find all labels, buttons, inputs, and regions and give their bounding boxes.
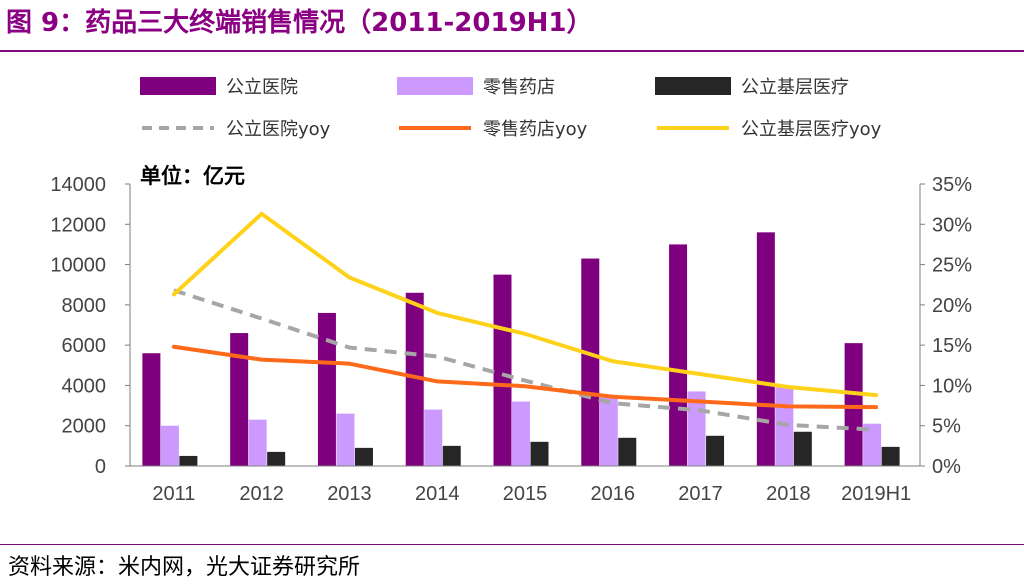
bar-2 bbox=[160, 425, 179, 466]
right-tick-label: 10% bbox=[932, 375, 972, 397]
bar-3 bbox=[267, 451, 286, 466]
bar-1 bbox=[405, 292, 424, 466]
bar-1 bbox=[317, 312, 336, 466]
bars bbox=[142, 232, 900, 466]
bar-2 bbox=[512, 401, 530, 466]
line-series-2 bbox=[171, 344, 879, 410]
bar-1 bbox=[142, 353, 161, 466]
legend-label: 公立医院 bbox=[226, 77, 298, 98]
legend-swatch bbox=[397, 77, 473, 95]
left-tick-label: 4000 bbox=[62, 375, 107, 397]
legend-swatch bbox=[655, 77, 731, 95]
left-tick-label: 12000 bbox=[50, 214, 106, 236]
bar-1 bbox=[844, 343, 863, 466]
left-tick-label: 10000 bbox=[50, 255, 106, 277]
line-series-3 bbox=[171, 211, 879, 398]
bar-2 bbox=[424, 409, 443, 466]
right-tick-label: 30% bbox=[932, 214, 972, 236]
bar-3 bbox=[881, 446, 900, 466]
left-tick-label: 14000 bbox=[50, 174, 106, 196]
source-divider bbox=[0, 544, 1024, 545]
bar-1 bbox=[581, 258, 600, 466]
source-note: 资料来源：米内网，光大证券研究所 bbox=[8, 549, 360, 581]
x-tick-label: 2017 bbox=[678, 483, 723, 505]
bar-1 bbox=[493, 274, 512, 466]
bar-3 bbox=[354, 447, 373, 466]
x-tick-label: 2018 bbox=[766, 483, 811, 505]
legend-swatch bbox=[140, 77, 216, 95]
bar-3 bbox=[706, 435, 725, 466]
legend-label: 公立基层医疗 bbox=[741, 77, 849, 98]
title-divider bbox=[0, 50, 1024, 52]
unit-label: 单位：亿元 bbox=[140, 164, 245, 188]
figure-label: 图 9： bbox=[6, 8, 86, 38]
legend-label: 零售药店 bbox=[483, 77, 555, 98]
right-tick-label: 15% bbox=[932, 335, 972, 357]
left-tick-label: 2000 bbox=[62, 416, 107, 438]
legend-label: 零售药店yoy bbox=[483, 119, 588, 140]
bar-3 bbox=[442, 445, 461, 466]
x-tick-label: 2013 bbox=[327, 483, 372, 505]
right-tick-label: 20% bbox=[932, 295, 972, 317]
right-axis: 0% 5% 10% 15% 20% 25% 30% 35% bbox=[919, 174, 972, 478]
figure-title-text: 药品三大终端销售情况（2011-2019H1） bbox=[85, 8, 593, 38]
legend-label: 公立医院yoy bbox=[226, 119, 331, 140]
bar-3 bbox=[530, 441, 549, 466]
line-series-1 bbox=[173, 288, 877, 432]
left-tick-label: 8000 bbox=[62, 295, 107, 317]
x-tick-label: 2014 bbox=[415, 483, 460, 505]
legend-label: 公立基层医疗yoy bbox=[741, 119, 882, 140]
right-tick-label: 35% bbox=[932, 174, 972, 196]
x-tick-label: 2019H1 bbox=[841, 483, 911, 505]
lines bbox=[171, 211, 879, 432]
left-tick-label: 0 bbox=[95, 456, 106, 478]
bar-1 bbox=[669, 244, 688, 466]
bar-3 bbox=[618, 437, 637, 466]
bar-2 bbox=[863, 423, 882, 466]
bar-2 bbox=[248, 419, 267, 466]
bar-1 bbox=[756, 232, 775, 466]
left-tick-label: 6000 bbox=[62, 335, 107, 357]
x-tick-label: 2011 bbox=[152, 483, 195, 505]
left-axis: 0 2000 4000 6000 8000 10000 12000 14000 bbox=[50, 174, 131, 478]
bar-3 bbox=[179, 455, 198, 466]
x-tick-label: 2016 bbox=[591, 483, 636, 505]
x-axis: 2011 2012 2013 2014 2015 2016 2017 2018 2019H1 bbox=[130, 465, 920, 505]
x-tick-label: 2012 bbox=[239, 483, 284, 505]
right-tick-label: 0% bbox=[932, 456, 961, 478]
bar-3 bbox=[793, 431, 812, 466]
x-tick-label: 2015 bbox=[503, 483, 548, 505]
source-text: 米内网，光大证券研究所 bbox=[118, 555, 361, 580]
bar-1 bbox=[230, 333, 249, 466]
bar-2 bbox=[336, 413, 355, 466]
bar-2 bbox=[775, 387, 794, 466]
right-tick-label: 25% bbox=[932, 255, 972, 277]
bar-2 bbox=[599, 397, 618, 466]
figure-title: 图 9：药品三大终端销售情况（2011-2019H1） bbox=[6, 6, 593, 40]
right-tick-label: 5% bbox=[932, 416, 961, 438]
source-prefix: 资料来源： bbox=[8, 555, 119, 580]
